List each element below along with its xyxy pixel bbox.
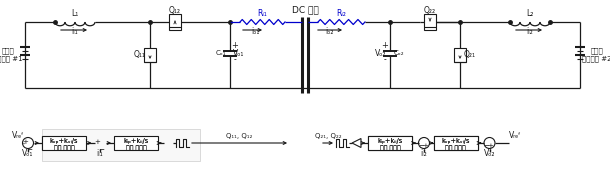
- Text: 전류 제어기: 전류 제어기: [126, 145, 146, 151]
- Text: iₒ₂: iₒ₂: [326, 26, 334, 36]
- Text: Cₒ₁: Cₒ₁: [216, 50, 226, 56]
- Bar: [368, 136, 412, 150]
- Text: Vₒ₂: Vₒ₂: [484, 149, 495, 158]
- Text: _: _: [27, 142, 31, 150]
- Bar: [42, 136, 86, 150]
- Text: -: -: [384, 55, 386, 65]
- Text: 에너지
저장장치 #2: 에너지 저장장치 #2: [583, 48, 610, 62]
- Text: +: +: [487, 143, 493, 149]
- Circle shape: [23, 138, 34, 149]
- Bar: [434, 136, 478, 150]
- Text: Rᵢ₁: Rᵢ₁: [257, 9, 267, 19]
- Text: kᵢₚ+kᵢᵢ/s: kᵢₚ+kᵢᵢ/s: [123, 138, 149, 144]
- Text: 전류 제어기: 전류 제어기: [379, 145, 400, 151]
- Bar: [424, 14, 436, 30]
- Polygon shape: [352, 138, 361, 148]
- Bar: [144, 48, 156, 62]
- Text: Q₂₁, Q₂₂: Q₂₁, Q₂₂: [315, 133, 342, 139]
- Text: iₗ₂: iₗ₂: [526, 26, 533, 36]
- Bar: [368, 136, 412, 150]
- Text: kᵢₚ+kᵢᵢ/s: kᵢₚ+kᵢᵢ/s: [378, 138, 403, 144]
- Text: iₗ₁: iₗ₁: [97, 149, 103, 158]
- Text: 전류 제어기: 전류 제어기: [379, 145, 400, 151]
- Text: kᵥₚ+kᵥᵢ/s: kᵥₚ+kᵥᵢ/s: [441, 138, 470, 144]
- Text: Q₁₁: Q₁₁: [134, 51, 146, 60]
- Circle shape: [418, 138, 429, 149]
- Text: +: +: [422, 143, 428, 149]
- Text: Vᵣₑᶠ: Vᵣₑᶠ: [12, 131, 24, 141]
- Text: Cₒ₂: Cₒ₂: [393, 50, 404, 56]
- Polygon shape: [164, 138, 173, 148]
- Text: iₗ₁: iₗ₁: [72, 26, 78, 36]
- Text: Vₒ₁: Vₒ₁: [233, 48, 245, 58]
- Text: Q₂₁: Q₂₁: [464, 51, 476, 60]
- Text: DC 버스: DC 버스: [292, 5, 318, 15]
- Text: 전압 제어기: 전압 제어기: [54, 145, 74, 151]
- Text: Q₂₂: Q₂₂: [424, 6, 436, 16]
- Text: _: _: [419, 138, 423, 146]
- Text: 전압 제어기: 전압 제어기: [445, 145, 466, 151]
- Text: Vᵣₑᶠ: Vᵣₑᶠ: [509, 131, 522, 141]
- Text: kᵥₚ+kᵥᵢ/s: kᵥₚ+kᵥᵢ/s: [50, 138, 78, 144]
- Text: Rᵢ₂: Rᵢ₂: [337, 9, 346, 19]
- Text: kᵢₚ+kᵢᵢ/s: kᵢₚ+kᵢᵢ/s: [378, 138, 403, 144]
- Text: Vₒ₂: Vₒ₂: [375, 48, 387, 58]
- Text: Q₁₂: Q₁₂: [169, 6, 181, 16]
- Bar: [169, 14, 181, 30]
- Bar: [114, 136, 158, 150]
- Text: L₂: L₂: [526, 9, 534, 19]
- Text: L₁: L₁: [71, 9, 79, 19]
- Text: kᵥₚ+kᵥᵢ/s: kᵥₚ+kᵥᵢ/s: [50, 138, 78, 144]
- Text: 에너지
저장장치 #1: 에너지 저장장치 #1: [0, 48, 23, 62]
- Bar: [454, 48, 466, 62]
- Text: Vₒ₁: Vₒ₁: [23, 149, 34, 158]
- Text: 전류 제어기: 전류 제어기: [126, 145, 146, 151]
- Text: Q₁₁, Q₁₂: Q₁₁, Q₁₂: [226, 133, 253, 139]
- Text: _: _: [99, 142, 103, 150]
- Text: +: +: [22, 139, 28, 145]
- Text: _: _: [484, 138, 489, 146]
- Text: iₗ₂: iₗ₂: [421, 149, 428, 158]
- Text: +: +: [382, 41, 389, 51]
- Text: 전압 제어기: 전압 제어기: [54, 145, 74, 151]
- Text: 전압 제어기: 전압 제어기: [445, 145, 466, 151]
- Text: kᵢₚ+kᵢᵢ/s: kᵢₚ+kᵢᵢ/s: [123, 138, 149, 144]
- Circle shape: [95, 138, 106, 149]
- Text: -: -: [234, 55, 237, 65]
- Bar: [114, 136, 158, 150]
- Bar: [434, 136, 478, 150]
- Text: +: +: [232, 41, 239, 51]
- Circle shape: [484, 138, 495, 149]
- Text: +: +: [94, 139, 100, 145]
- Text: iₒ₁: iₒ₁: [251, 26, 259, 36]
- Text: kᵥₚ+kᵥᵢ/s: kᵥₚ+kᵥᵢ/s: [441, 138, 470, 144]
- Bar: [42, 136, 86, 150]
- Bar: [42, 129, 200, 161]
